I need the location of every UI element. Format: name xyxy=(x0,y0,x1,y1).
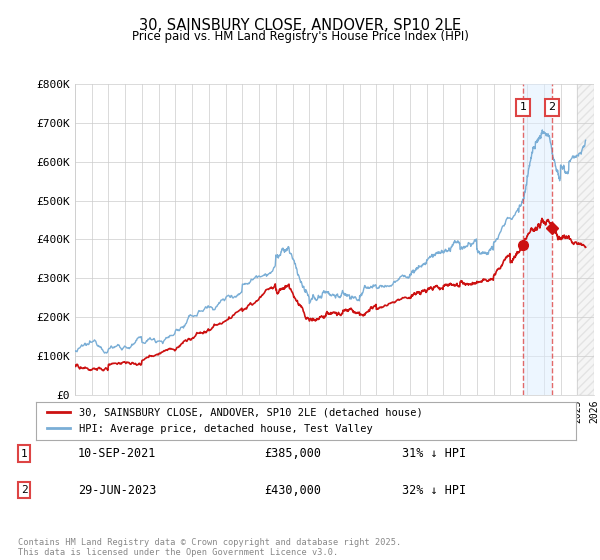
Text: 32% ↓ HPI: 32% ↓ HPI xyxy=(402,483,466,497)
Text: 30, SAINSBURY CLOSE, ANDOVER, SP10 2LE: 30, SAINSBURY CLOSE, ANDOVER, SP10 2LE xyxy=(139,18,461,34)
Text: 1: 1 xyxy=(520,102,526,113)
Text: £430,000: £430,000 xyxy=(264,483,321,497)
Bar xyxy=(523,84,552,395)
Text: Price paid vs. HM Land Registry's House Price Index (HPI): Price paid vs. HM Land Registry's House … xyxy=(131,30,469,43)
Text: £385,000: £385,000 xyxy=(264,447,321,460)
Text: Contains HM Land Registry data © Crown copyright and database right 2025.
This d: Contains HM Land Registry data © Crown c… xyxy=(18,538,401,557)
Text: 29-JUN-2023: 29-JUN-2023 xyxy=(78,483,157,497)
Text: 31% ↓ HPI: 31% ↓ HPI xyxy=(402,447,466,460)
Text: 2: 2 xyxy=(20,485,28,495)
Text: 10-SEP-2021: 10-SEP-2021 xyxy=(78,447,157,460)
Bar xyxy=(577,84,594,395)
Legend: 30, SAINSBURY CLOSE, ANDOVER, SP10 2LE (detached house), HPI: Average price, det: 30, SAINSBURY CLOSE, ANDOVER, SP10 2LE (… xyxy=(41,401,429,440)
Text: 1: 1 xyxy=(20,449,28,459)
Text: 2: 2 xyxy=(548,102,556,113)
